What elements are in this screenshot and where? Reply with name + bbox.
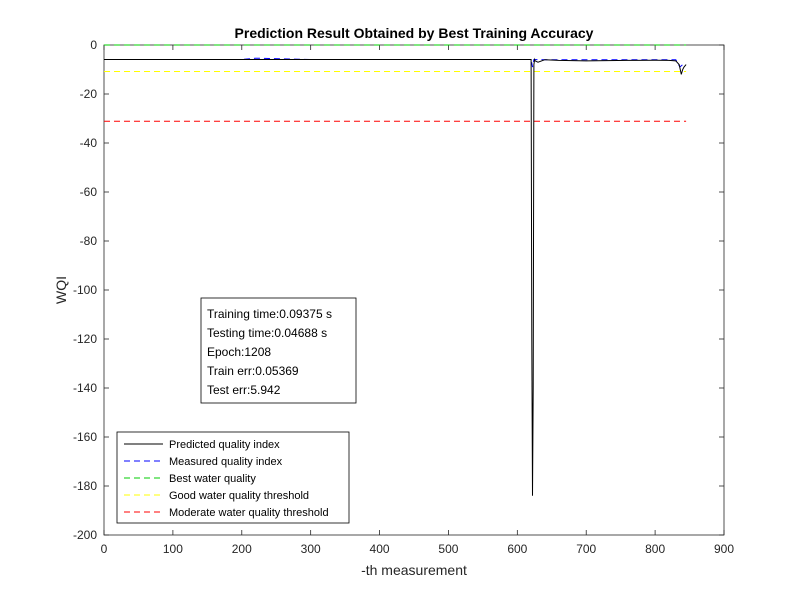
y-axis: 0 -20 -40 -60 -80 -100 -120 -140 -160 -180 -200 bbox=[73, 38, 724, 542]
legend: Predicted quality index Measured quality … bbox=[116, 431, 350, 524]
y-tick-label: -160 bbox=[73, 430, 97, 444]
series-line-0 bbox=[104, 57, 687, 496]
info-lines: Training time:0.09375 s Testing time:0.04… bbox=[207, 307, 332, 397]
legend-label: Best water quality bbox=[169, 473, 256, 485]
y-tick-label: -120 bbox=[73, 332, 97, 346]
legend-label: Good water quality threshold bbox=[169, 490, 309, 502]
y-tick-label: -200 bbox=[73, 528, 97, 542]
x-tick-label: 100 bbox=[163, 542, 183, 556]
x-tick-label: 600 bbox=[507, 542, 527, 556]
y-tick-label: -100 bbox=[73, 283, 97, 297]
x-tick-label: 500 bbox=[438, 542, 458, 556]
x-axis: 0 100 200 300 400 500 600 700 800 900 bbox=[101, 45, 734, 556]
x-axis-title: -th measurement bbox=[361, 562, 467, 578]
y-tick-label: -60 bbox=[80, 185, 98, 199]
x-tick-label: 200 bbox=[232, 542, 252, 556]
y-tick-label: -20 bbox=[80, 87, 98, 101]
x-tick-label: 0 bbox=[101, 542, 108, 556]
legend-items: Predicted quality index Measured quality … bbox=[124, 439, 329, 519]
info-box: Training time:0.09375 s Testing time:0.04… bbox=[200, 297, 357, 404]
y-tick-label: -140 bbox=[73, 381, 97, 395]
info-line: Test err:5.942 bbox=[207, 383, 281, 397]
legend-label: Predicted quality index bbox=[169, 439, 280, 451]
info-line: Train err:0.05369 bbox=[207, 364, 299, 378]
y-tick-label: -40 bbox=[80, 136, 98, 150]
legend-label: Moderate water quality threshold bbox=[169, 507, 329, 519]
x-tick-label: 300 bbox=[301, 542, 321, 556]
info-line: Epoch:1208 bbox=[207, 345, 271, 359]
legend-label: Measured quality index bbox=[169, 456, 283, 468]
chart-title: Prediction Result Obtained by Best Train… bbox=[235, 25, 594, 41]
x-tick-label: 700 bbox=[576, 542, 596, 556]
y-tick-label: -80 bbox=[80, 234, 98, 248]
series-layer bbox=[104, 44, 687, 496]
x-tick-label: 400 bbox=[370, 542, 390, 556]
info-line: Training time:0.09375 s bbox=[207, 307, 332, 321]
info-box-frame bbox=[200, 297, 357, 404]
y-tick-label: 0 bbox=[90, 38, 97, 52]
x-tick-label: 800 bbox=[645, 542, 665, 556]
info-line: Testing time:0.04688 s bbox=[207, 326, 327, 340]
y-axis-title: WQI bbox=[53, 276, 69, 304]
x-tick-label: 900 bbox=[714, 542, 734, 556]
y-tick-label: -180 bbox=[73, 479, 97, 493]
